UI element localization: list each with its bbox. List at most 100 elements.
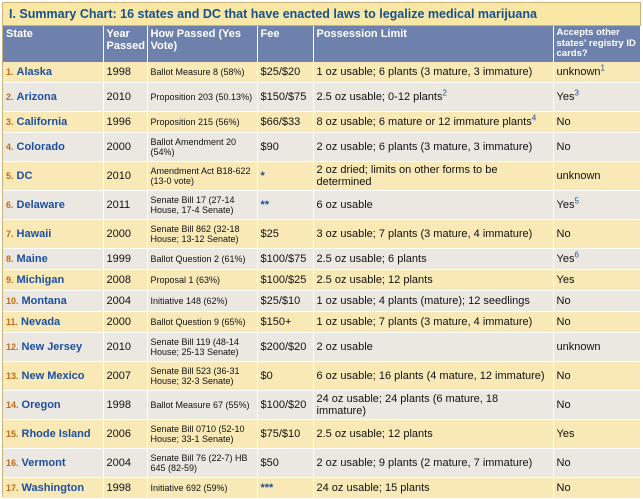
fee-cell: $150+	[257, 311, 314, 333]
row-number: 6.	[6, 199, 14, 210]
possession-text: 1 oz usable; 6 plants (3 mature, 3 immat…	[316, 65, 533, 78]
how-passed-cell: Senate Bill 523 (36-31 House; 32-3 Senat…	[147, 361, 258, 391]
possession-cell: 1 oz usable; 4 plants (mature); 12 seedl…	[313, 290, 554, 312]
state-cell: 10. Montana	[3, 290, 104, 312]
state-cell: 4. Colorado	[3, 132, 104, 162]
possession-cell: 6 oz usable; 16 plants (4 mature, 12 imm…	[313, 361, 554, 391]
state-link[interactable]: Michigan	[16, 273, 65, 286]
table-row: 13. New Mexico 2007 Senate Bill 523 (36-31 …	[3, 361, 641, 391]
how-passed-cell: Initiative 692 (59%)	[147, 477, 258, 499]
possession-text: 2.5 oz usable; 6 plants	[316, 252, 427, 265]
state-link[interactable]: Vermont	[21, 456, 66, 469]
state-link[interactable]: DC	[16, 169, 33, 182]
how-passed-cell: Senate Bill 0710 (52-10 House; 33-1 Sena…	[147, 419, 258, 449]
table-row: 17. Washington 1998 Initiative 692 (59%) ***…	[3, 477, 641, 499]
state-link[interactable]: Rhode Island	[21, 427, 91, 440]
accepts-cell: No	[553, 311, 641, 333]
state-cell: 14. Oregon	[3, 390, 104, 420]
state-link[interactable]: Delaware	[16, 198, 65, 211]
how-passed-cell: Senate Bill 862 (32-18 House; 13-12 Sena…	[147, 219, 258, 249]
accepts-cell: Yes	[553, 269, 641, 291]
row-number: 16.	[6, 457, 19, 468]
accepts-cell: No	[553, 477, 641, 499]
accepts-footnote[interactable]: 5	[574, 195, 579, 205]
state-cell: 1. Alaska	[3, 61, 104, 83]
possession-text: 2.5 oz usable; 0-12 plants	[316, 90, 443, 103]
state-cell: 5. DC	[3, 161, 104, 191]
row-number: 15.	[6, 428, 19, 439]
accepts-cell: No	[553, 219, 641, 249]
state-link[interactable]: Arizona	[16, 90, 57, 103]
row-number: 2.	[6, 91, 14, 102]
accepts-cell: No	[553, 111, 641, 133]
state-link[interactable]: Colorado	[16, 140, 65, 153]
year-cell: 2008	[103, 269, 148, 291]
possession-cell: 2 oz usable; 9 plants (2 mature, 7 immat…	[313, 448, 554, 478]
table-row: 12. New Jersey 2010 Senate Bill 119 (48-14 …	[3, 332, 641, 362]
possession-text: 2 oz usable	[316, 340, 373, 353]
how-passed-cell: Ballot Question 2 (61%)	[147, 248, 258, 270]
possession-text: 6 oz usable; 16 plants (4 mature, 12 imm…	[316, 369, 545, 382]
state-link[interactable]: Nevada	[21, 315, 61, 328]
summary-table: State Year Passed How Passed (Yes Vote) …	[3, 26, 641, 499]
accepts-cell: unknown	[553, 332, 641, 362]
row-number: 14.	[6, 399, 19, 410]
how-passed-cell: Proposition 203 (50.13%)	[147, 82, 258, 112]
row-number: 1.	[6, 66, 14, 77]
accepts-text: Yes	[556, 273, 575, 286]
accepts-text: unknown	[556, 65, 601, 78]
accepts-footnote[interactable]: 1	[600, 62, 605, 72]
table-row: 8. Maine 1999 Ballot Question 2 (61%) $100/$…	[3, 248, 641, 270]
possession-footnote[interactable]: 2	[442, 87, 447, 97]
state-link[interactable]: Oregon	[21, 398, 61, 411]
accepts-cell: No	[553, 361, 641, 391]
state-link[interactable]: New Mexico	[21, 369, 85, 382]
table-row: 11. Nevada 2000 Ballot Question 9 (65%) $150…	[3, 311, 641, 333]
possession-text: 1 oz usable; 7 plants (3 mature, 4 immat…	[316, 315, 533, 328]
state-link[interactable]: Montana	[21, 294, 67, 307]
year-cell: 2000	[103, 132, 148, 162]
state-link[interactable]: Hawaii	[16, 227, 52, 240]
row-number: 4.	[6, 141, 14, 152]
table-row: 7. Hawaii 2000 Senate Bill 862 (32-18 House…	[3, 219, 641, 249]
accepts-footnote[interactable]: 6	[574, 249, 579, 259]
state-link[interactable]: California	[16, 115, 68, 128]
possession-text: 3 oz usable; 7 plants (3 mature, 4 immat…	[316, 227, 533, 240]
state-link[interactable]: Maine	[16, 252, 48, 265]
fee-cell: $50	[257, 448, 314, 478]
accepts-text: No	[556, 456, 571, 469]
row-number: 13.	[6, 370, 19, 381]
year-cell: 1998	[103, 61, 148, 83]
accepts-footnote[interactable]: 3	[574, 87, 579, 97]
accepts-text: No	[556, 140, 571, 153]
fee-cell: $100/$25	[257, 269, 314, 291]
state-cell: 3. California	[3, 111, 104, 133]
fee-cell: $150/$75	[257, 82, 314, 112]
state-cell: 17. Washington	[3, 477, 104, 499]
header-fee: Fee	[257, 26, 314, 62]
possession-cell: 24 oz usable; 15 plants	[313, 477, 554, 499]
state-cell: 15. Rhode Island	[3, 419, 104, 449]
accepts-cell: unknown1	[553, 61, 641, 83]
chart-title: I. Summary Chart: 16 states and DC that …	[3, 3, 640, 26]
row-number: 3.	[6, 116, 14, 127]
how-passed-cell: Ballot Measure 67 (55%)	[147, 390, 258, 420]
possession-cell: 3 oz usable; 7 plants (3 mature, 4 immat…	[313, 219, 554, 249]
accepts-cell: No	[553, 390, 641, 420]
state-cell: 7. Hawaii	[3, 219, 104, 249]
year-cell: 2004	[103, 448, 148, 478]
possession-text: 2 oz dried; limits on other forms to be …	[316, 163, 498, 188]
table-row: 14. Oregon 1998 Ballot Measure 67 (55%) $100…	[3, 390, 641, 420]
state-link[interactable]: New Jersey	[21, 340, 83, 353]
state-link[interactable]: Washington	[21, 481, 85, 494]
year-cell: 1998	[103, 390, 148, 420]
accepts-text: Yes	[556, 198, 575, 211]
accepts-text: No	[556, 227, 571, 240]
possession-footnote[interactable]: 4	[531, 112, 537, 122]
how-passed-cell: Ballot Amendment 20 (54%)	[147, 132, 258, 162]
possession-text: 24 oz usable; 15 plants	[316, 481, 430, 494]
state-link[interactable]: Alaska	[16, 65, 52, 78]
accepts-text: No	[556, 315, 571, 328]
accepts-cell: No	[553, 132, 641, 162]
